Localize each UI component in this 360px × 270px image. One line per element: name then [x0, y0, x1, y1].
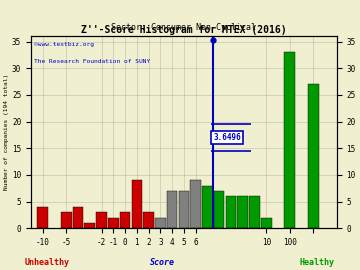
Text: The Research Foundation of SUNY: The Research Foundation of SUNY	[34, 59, 150, 64]
Y-axis label: Number of companies (194 total): Number of companies (194 total)	[4, 74, 9, 190]
Bar	[249, 196, 260, 228]
Bar	[284, 52, 295, 228]
Text: Healthy: Healthy	[299, 258, 334, 267]
Bar	[308, 84, 319, 228]
Bar	[108, 218, 118, 228]
Bar	[226, 196, 236, 228]
Bar	[143, 212, 154, 228]
Bar	[131, 180, 142, 228]
Bar	[261, 218, 271, 228]
Bar	[238, 196, 248, 228]
Bar	[96, 212, 107, 228]
Bar	[73, 207, 83, 228]
Bar	[167, 191, 177, 228]
Bar	[37, 207, 48, 228]
Bar	[120, 212, 130, 228]
Title: Z''-Score Histogram for MTEX (2016): Z''-Score Histogram for MTEX (2016)	[81, 25, 287, 35]
Text: ©www.textbiz.org: ©www.textbiz.org	[34, 42, 94, 47]
Bar	[155, 218, 166, 228]
Bar	[214, 191, 225, 228]
Bar	[179, 191, 189, 228]
Bar	[85, 223, 95, 228]
Text: 3.6496: 3.6496	[213, 133, 241, 142]
Text: Score: Score	[149, 258, 175, 267]
Text: Sector: Consumer Non-Cyclical: Sector: Consumer Non-Cyclical	[111, 23, 256, 32]
Bar	[202, 185, 213, 228]
Bar	[61, 212, 72, 228]
Bar	[190, 180, 201, 228]
Text: Unhealthy: Unhealthy	[24, 258, 69, 267]
